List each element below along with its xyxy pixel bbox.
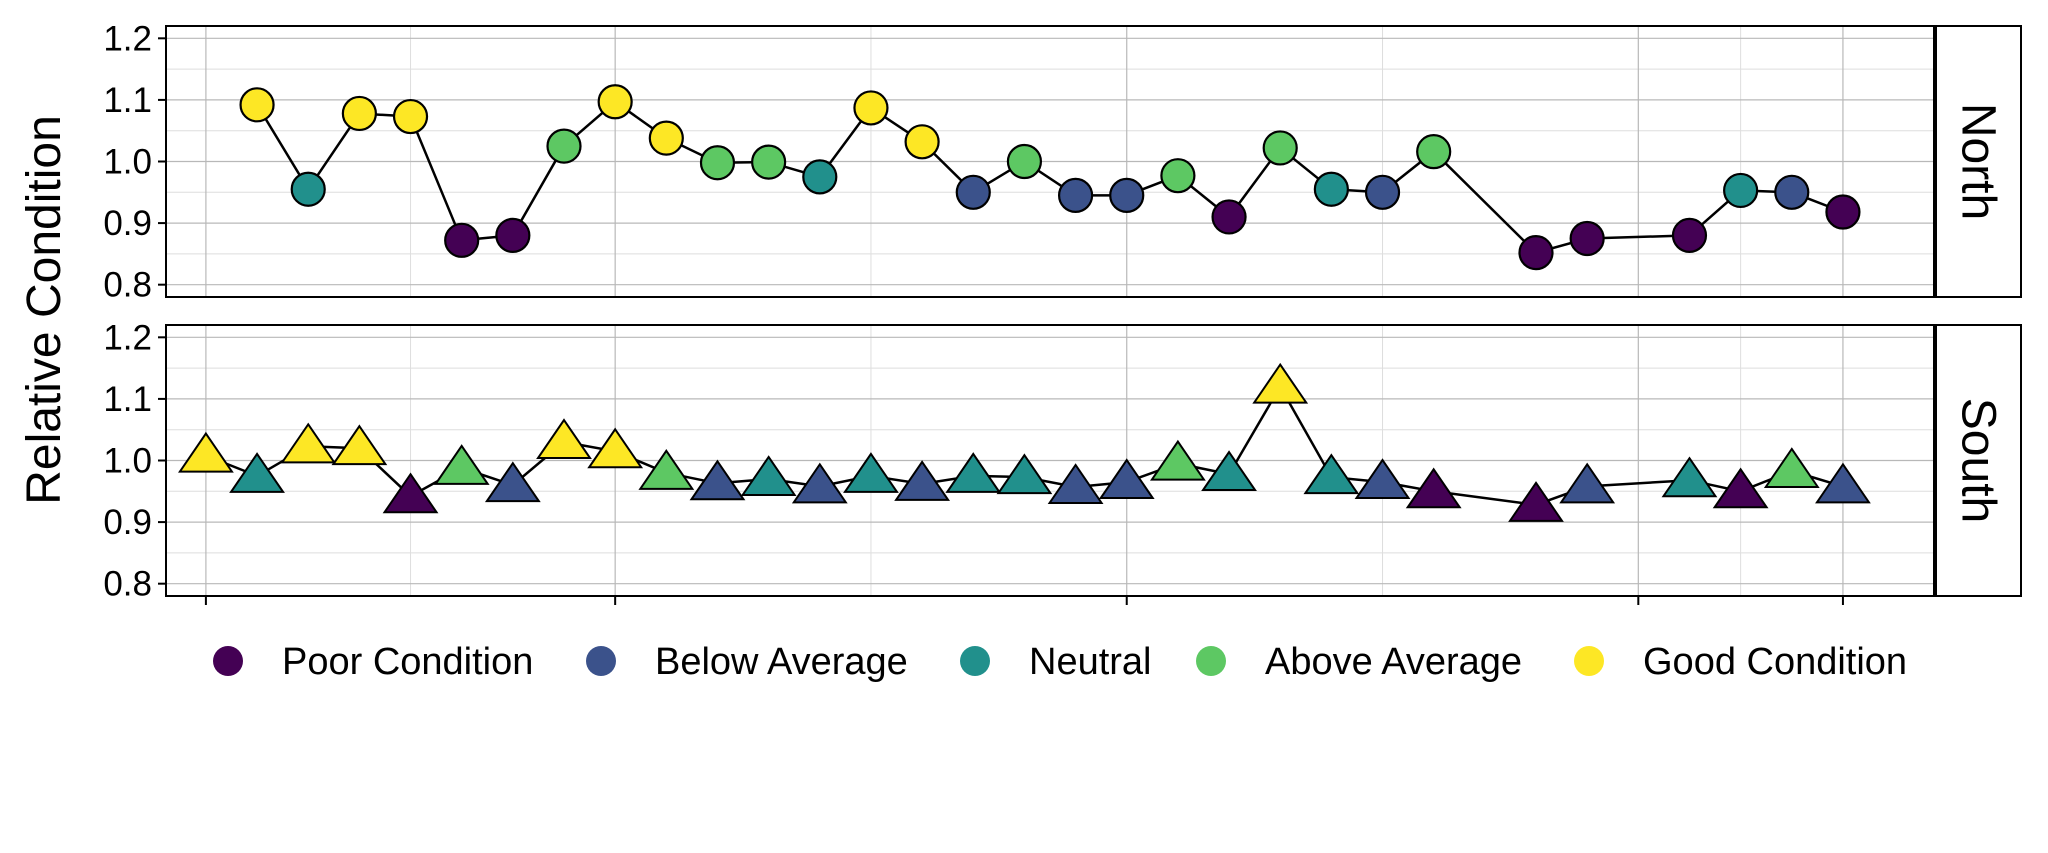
y-tick-label: 1.0	[103, 442, 152, 481]
panel-border	[165, 324, 1935, 597]
data-point-circle	[341, 95, 377, 132]
data-point-circle	[546, 128, 582, 164]
y-tick-label: 1.2	[103, 318, 152, 357]
legend-key-circle	[1196, 646, 1226, 676]
y-tick-label: 0.8	[103, 266, 152, 305]
legend-item: Below Average	[586, 641, 908, 683]
panel-south: 0.8 0.9 1.0 1.1 1.2 South	[103, 318, 2022, 604]
data-point-triangle	[1405, 467, 1462, 509]
data-point-circle	[1569, 220, 1605, 257]
data-point-circle	[1364, 174, 1401, 210]
data-point-triangle	[1201, 450, 1257, 492]
data-point-triangle	[1559, 462, 1616, 504]
facet-panels: 0.8 0.9 1.0 1.1 1.2 North 0.8 0.9 1.0 1.1 1.2 South	[103, 19, 2022, 604]
data-point-triangle	[689, 459, 746, 501]
data-point-triangle	[1763, 447, 1820, 488]
data-point-circle	[239, 87, 275, 123]
legend-key-circle	[213, 646, 243, 676]
data-point-triangle	[1661, 456, 1718, 498]
x-axis	[204, 596, 1844, 605]
data-point-circle	[1416, 134, 1452, 170]
data-point-triangle	[740, 455, 797, 496]
data-point-circle	[699, 145, 736, 181]
y-tick-label: 1.0	[103, 143, 152, 182]
data-point-triangle	[382, 472, 439, 514]
data-point-triangle	[945, 452, 1002, 493]
data-point-circle	[1057, 177, 1094, 213]
data-point-circle	[648, 120, 684, 156]
data-point-circle	[1160, 158, 1196, 194]
data-point-triangle	[536, 418, 592, 460]
legend-item: Good Condition	[1574, 641, 1907, 683]
data-point-triangle	[1508, 481, 1564, 522]
data-point-circle	[1723, 172, 1759, 209]
strip-label-north: North	[1952, 103, 2005, 220]
data-point-circle	[597, 84, 633, 120]
data-point-circle	[1262, 130, 1298, 166]
legend-item: Neutral	[960, 641, 1152, 683]
data-point-circle	[802, 159, 838, 195]
legend-label: Below Average	[655, 641, 908, 683]
panel-border	[165, 25, 1935, 298]
data-point-circle	[392, 98, 429, 135]
data-point-triangle	[484, 461, 541, 503]
y-tick-label: 1.2	[103, 19, 152, 58]
data-point-triangle	[894, 460, 951, 501]
data-point-triangle	[587, 427, 644, 469]
data-point-circle	[955, 174, 991, 210]
data-point-circle	[1006, 143, 1043, 180]
y-tick-label: 0.8	[103, 565, 152, 604]
data-point-triangle	[433, 444, 490, 485]
legend: Poor Condition Below Average Neutral Above …	[213, 641, 1907, 683]
data-point-circle	[1109, 177, 1145, 213]
legend-label: Poor Condition	[282, 641, 533, 683]
data-point-triangle	[1149, 439, 1206, 481]
data-point-triangle	[1712, 467, 1769, 509]
data-point-triangle	[1354, 458, 1411, 500]
data-point-triangle	[638, 449, 695, 490]
data-point-triangle	[1047, 463, 1104, 504]
data-point-circle	[1313, 171, 1349, 207]
y-tick-label: 1.1	[103, 380, 152, 419]
data-point-triangle	[280, 422, 337, 464]
y-tick-label: 0.9	[103, 204, 152, 243]
data-point-triangle	[331, 424, 388, 466]
strip-box	[1935, 25, 2022, 298]
legend-key-circle	[1574, 646, 1604, 676]
data-point-triangle	[178, 431, 234, 473]
data-point-circle	[904, 124, 940, 160]
data-point-triangle	[843, 452, 899, 493]
data-point-circle	[1518, 235, 1554, 271]
data-point-triangle	[1098, 458, 1155, 500]
data-point-triangle	[791, 462, 848, 504]
data-point-circle	[1774, 174, 1810, 210]
data-point-triangle	[1303, 453, 1360, 495]
y-tick-label: 1.1	[103, 81, 152, 120]
data-point-circle	[495, 217, 531, 254]
legend-key-circle	[960, 646, 990, 676]
legend-key-circle	[586, 646, 616, 676]
data-point-triangle	[229, 452, 285, 493]
data-point-circle	[1671, 217, 1708, 254]
data-point-circle	[444, 222, 480, 258]
data-point-circle	[853, 90, 889, 126]
data-point-circle	[751, 144, 787, 180]
data-point-circle	[1211, 199, 1247, 235]
data-point-circle	[290, 171, 326, 207]
data-point-circle	[1825, 194, 1861, 230]
legend-item: Above Average	[1196, 641, 1522, 683]
legend-label: Good Condition	[1643, 641, 1907, 683]
strip-label-south: South	[1952, 398, 2005, 523]
y-axis-title: Relative Condition	[18, 115, 71, 505]
data-point-triangle	[996, 453, 1053, 495]
legend-label: Neutral	[1029, 641, 1152, 683]
panel-north: 0.8 0.9 1.0 1.1 1.2 North	[103, 19, 2022, 305]
strip-box	[1935, 324, 2022, 597]
y-tick-label: 0.9	[103, 503, 152, 542]
legend-item: Poor Condition	[213, 641, 533, 683]
data-point-triangle	[1252, 362, 1309, 404]
data-point-triangle	[1815, 462, 1871, 504]
legend-label: Above Average	[1265, 641, 1522, 683]
